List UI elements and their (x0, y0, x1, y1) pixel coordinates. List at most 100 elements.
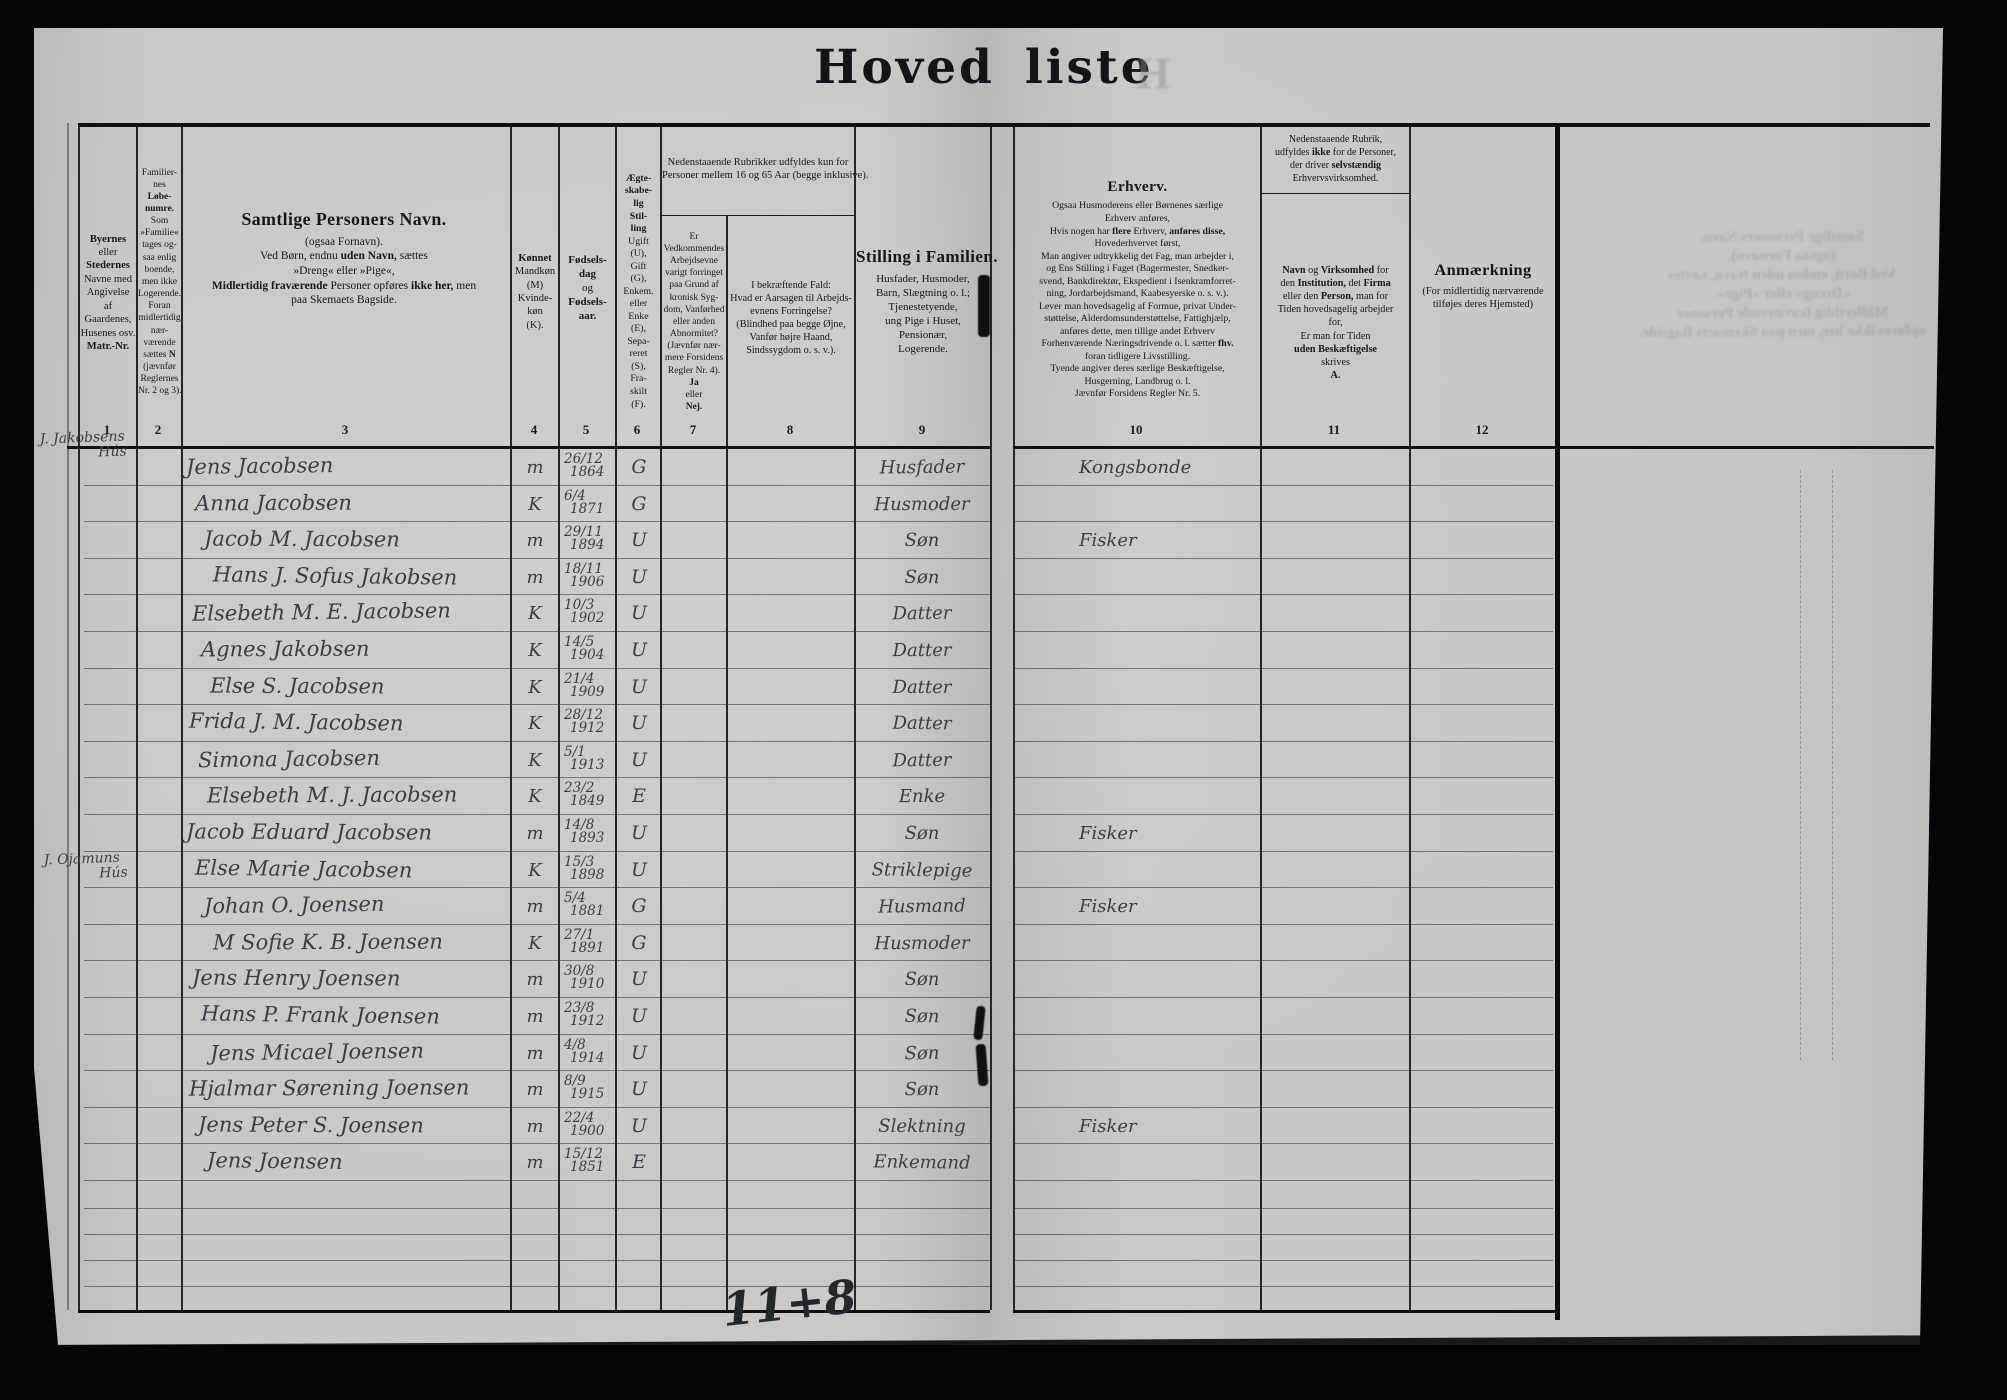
header-text-line: Ved Børn, endnu uden Navn, sættes (260, 250, 428, 263)
marital-status-cell: E (632, 785, 646, 808)
header-text-line: (Blindhed paa begge Øjne, (736, 319, 846, 330)
family-position-cell: Datter (892, 676, 952, 698)
name-cell: Hjalmar Sørening Joensen (188, 1075, 470, 1101)
birthdate-cell: 26/12 1864 (564, 451, 604, 479)
name-cell: Jacob M. Jacobsen (203, 526, 400, 552)
column-border (1260, 123, 1262, 1310)
birth-day-month: 26/12 (564, 451, 603, 467)
row-rule (1013, 814, 1553, 815)
birth-year: 1906 (570, 573, 605, 590)
column-number: 1 (103, 422, 111, 437)
row-rule (1013, 887, 1553, 889)
sex-cell: K (528, 713, 542, 735)
header-text-line: Midlertidig fraværende Personer opføres … (211, 279, 477, 292)
table-bottom-border (78, 1310, 990, 1313)
header-text-line: kronisk Syg- (669, 292, 719, 303)
occupation-cell: Fisker (1079, 530, 1137, 552)
header-text-line: Erhverv. (1107, 178, 1168, 196)
birth-day-month: 29/11 (564, 524, 603, 541)
header-text-line: Stedernes (86, 260, 130, 272)
birth-day-month: 22/4 (564, 1109, 595, 1126)
birth-day-month: 30/8 (564, 963, 595, 980)
row-rule (84, 631, 990, 632)
header-text-line: »Dreng« eller »Pige«, (293, 265, 395, 278)
header-text-line: (K). (526, 319, 544, 331)
birth-year: 1898 (570, 866, 605, 883)
column-number: 8 (786, 422, 794, 437)
header-text-line: tages og- (142, 240, 177, 251)
row-rule (84, 997, 990, 998)
marital-status-cell: U (630, 748, 647, 771)
header-span-divider (660, 215, 854, 216)
header-text-line: Personer mellem 16 og 65 Aar (begge inkl… (662, 170, 869, 181)
bleed-through-line: Samtlige Personers Navn. (1699, 228, 1864, 246)
family-position-cell: Husfader (879, 456, 965, 479)
birth-day-month: 4/8 (564, 1036, 586, 1053)
column-number: 7 (689, 422, 697, 437)
name-cell: Jens Joensen (206, 1148, 343, 1175)
paper-sheet: Hoved liste H Byernes eller Stedernes Navne… (34, 28, 1952, 1345)
header-text-line: eller (98, 246, 118, 258)
row-rule (84, 557, 990, 559)
sex-cell: m (526, 969, 544, 991)
header-text-line: Vanfør højre Haand, (749, 332, 833, 344)
header-text-line: Sindssygdom o. s. v.). (746, 345, 836, 357)
page-bottom-shadow (34, 1335, 1952, 1345)
family-position-cell: Søn (904, 566, 940, 589)
marital-status-cell: U (630, 858, 647, 881)
header-cell-h8: I bekræftende Fald: Hvad er Aarsagen til … (728, 240, 854, 396)
row-rule (1013, 1286, 1553, 1287)
table-top-border (78, 123, 1930, 127)
sex-cell: m (526, 1006, 544, 1027)
sex-cell: m (526, 823, 544, 844)
birth-day-month: 8/9 (564, 1073, 586, 1090)
marital-status-cell: U (630, 1114, 647, 1137)
marital-status-cell: U (630, 712, 647, 735)
header-text-line: Nedenstaaende Rubrik, (1288, 134, 1383, 146)
header-text-line: (E), (631, 323, 646, 335)
family-position-cell: Enke (898, 786, 946, 808)
column-number: 2 (154, 422, 162, 437)
column-number: 10 (1129, 422, 1143, 437)
row-rule (1013, 1208, 1553, 1209)
marital-status-cell: U (630, 1005, 647, 1027)
header-text-line: Løbe- (147, 191, 172, 202)
name-cell: Anna Jacobsen (194, 490, 352, 515)
row-rule (1013, 484, 1553, 486)
row-rule (1013, 850, 1553, 852)
birthdate-cell: 14/8 1893 (564, 818, 604, 845)
row-rule (84, 1106, 990, 1108)
header-text-line: Matr.-Nr. (86, 341, 130, 353)
sex-cell: K (528, 932, 542, 954)
header-text-line: eller anden (673, 316, 715, 327)
sex-cell: m (526, 1115, 544, 1137)
header-text-line: evnens Forringelse? (750, 305, 832, 317)
birth-day-month: 6/4 (564, 487, 586, 504)
header-cell-h2: Familier-nes Løbe-numre. Som »Familie« tages… (138, 143, 182, 421)
header-text-line: Byernes (89, 233, 127, 245)
birthdate-cell: 18/11 1906 (564, 562, 605, 590)
birth-day-month: 10/3 (564, 597, 595, 614)
header-text-line: Stil- (629, 210, 648, 222)
sex-cell: m (526, 530, 544, 552)
header-text-line: Hvad er Aarsagen til Arbejds- (730, 292, 852, 304)
row-rule (1013, 740, 1553, 742)
header-text-line: ung Pige i Huset, (885, 314, 961, 327)
birthdate-cell: 15/12 1851 (564, 1148, 604, 1175)
row-rule (84, 960, 990, 962)
column-border (181, 123, 183, 1310)
header-text-line: paa Grund af (669, 280, 719, 291)
header-text-line: paa Skemaets Bagside. (291, 294, 397, 307)
bleed-through-letter: H (1136, 49, 1171, 98)
marital-status-cell: U (630, 822, 647, 844)
header-text-line: Husfader, Husmoder, (876, 272, 970, 285)
row-rule (84, 1234, 990, 1235)
column-border (854, 123, 856, 1310)
header-text-line: nes (153, 179, 166, 190)
birth-year: 1909 (570, 683, 605, 700)
row-rule (84, 1260, 990, 1261)
header-text-line: Anmærkning (1434, 261, 1532, 280)
header-text-line: Foran (148, 301, 171, 312)
header-cell-h5: Fødsels-dag og Fødsels-aar. (560, 228, 615, 348)
margin-note: J. Ojamuns Hús (43, 850, 127, 884)
